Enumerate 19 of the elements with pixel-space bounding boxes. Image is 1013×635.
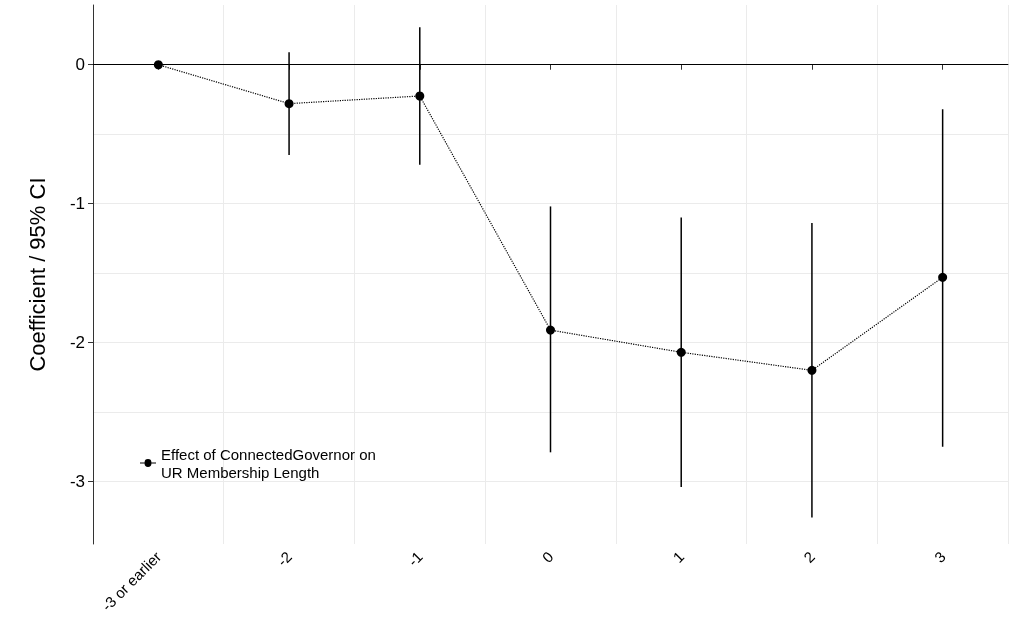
- y-tick-label: -2: [69, 333, 85, 353]
- x-tick-label: 1: [669, 547, 688, 566]
- point: [415, 91, 425, 101]
- x-tick-label: 2: [800, 547, 818, 566]
- x-tick-label: -1: [404, 547, 426, 570]
- x-tick-label: -2: [273, 547, 296, 570]
- y-tick-label: -3: [69, 471, 85, 491]
- point: [807, 365, 817, 375]
- point: [153, 60, 163, 70]
- x-tick-label: 3: [930, 547, 949, 566]
- point: [546, 325, 555, 335]
- y-tick-label: 0: [75, 55, 85, 75]
- point: [284, 99, 294, 109]
- legend-label: Effect of ConnectedGovernor on UR Membership Length: [161, 445, 381, 481]
- y-tick-label: -1: [69, 194, 85, 214]
- point: [676, 347, 686, 357]
- x-tick-label: 0: [538, 547, 557, 566]
- y-axis-title: Coefficient / 95% CI: [24, 177, 50, 372]
- point: [938, 272, 948, 282]
